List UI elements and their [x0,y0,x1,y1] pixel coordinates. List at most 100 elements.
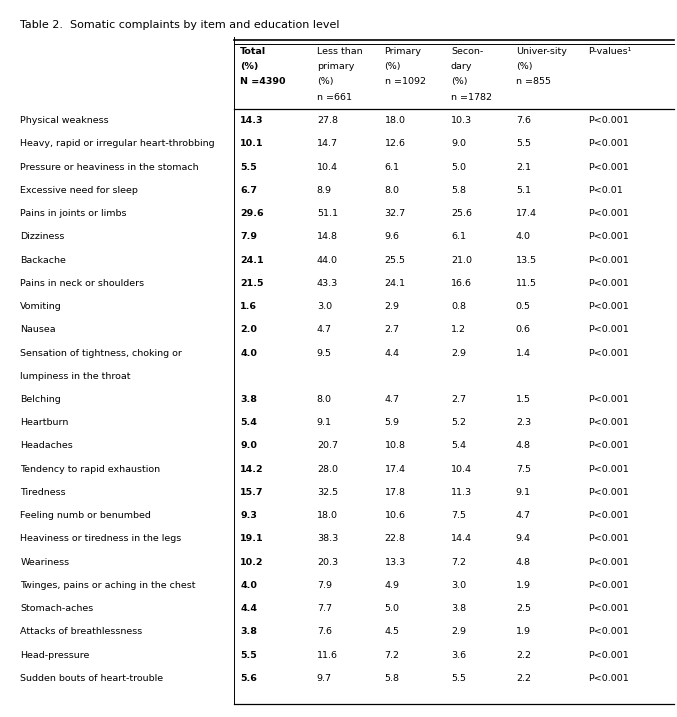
Text: 24.1: 24.1 [240,255,264,265]
Text: Feeling numb or benumbed: Feeling numb or benumbed [20,511,151,521]
Text: 9.5: 9.5 [317,348,332,358]
Text: 5.0: 5.0 [451,163,466,171]
Text: P<0.001: P<0.001 [588,534,628,543]
Text: Sensation of tightness, choking or: Sensation of tightness, choking or [20,348,182,358]
Text: P<0.001: P<0.001 [588,116,628,125]
Text: 7.5: 7.5 [516,465,531,474]
Text: 7.2: 7.2 [385,650,399,660]
Text: 9.1: 9.1 [317,418,332,427]
Text: 9.3: 9.3 [240,511,257,521]
Text: Head-pressure: Head-pressure [20,650,89,660]
Text: P<0.001: P<0.001 [588,674,628,683]
Text: Headaches: Headaches [20,442,73,450]
Text: 32.5: 32.5 [317,488,338,497]
Text: 18.0: 18.0 [317,511,338,521]
Text: 14.2: 14.2 [240,465,264,474]
Text: Primary: Primary [385,47,422,56]
Text: 11.6: 11.6 [317,650,338,660]
Text: Table 2.  Somatic complaints by item and education level: Table 2. Somatic complaints by item and … [20,20,340,30]
Text: Stomach-aches: Stomach-aches [20,604,93,613]
Text: 2.2: 2.2 [516,674,531,683]
Text: P<0.001: P<0.001 [588,302,628,311]
Text: 2.9: 2.9 [385,302,399,311]
Text: 9.6: 9.6 [385,232,399,242]
Text: Physical weakness: Physical weakness [20,116,109,125]
Text: 32.7: 32.7 [385,209,406,218]
Text: 51.1: 51.1 [317,209,338,218]
Text: dary: dary [451,62,473,71]
Text: 9.7: 9.7 [317,674,332,683]
Text: 5.2: 5.2 [451,418,466,427]
Text: (%): (%) [385,62,401,71]
Text: 1.6: 1.6 [240,302,257,311]
Text: 6.1: 6.1 [385,163,399,171]
Text: 20.7: 20.7 [317,442,338,450]
Text: 5.8: 5.8 [385,674,399,683]
Text: P<0.001: P<0.001 [588,581,628,590]
Text: 25.5: 25.5 [385,255,406,265]
Text: N =4390: N =4390 [240,77,286,87]
Text: 14.8: 14.8 [317,232,338,242]
Text: 25.6: 25.6 [451,209,472,218]
Text: Univer-sity: Univer-sity [516,47,567,56]
Text: 17.8: 17.8 [385,488,406,497]
Text: 2.7: 2.7 [451,395,466,404]
Text: Weariness: Weariness [20,558,70,566]
Text: 10.6: 10.6 [385,511,406,521]
Text: P-values¹: P-values¹ [588,47,631,56]
Text: 10.1: 10.1 [240,139,264,148]
Text: 4.7: 4.7 [317,326,332,334]
Text: n =661: n =661 [317,93,352,102]
Text: 1.5: 1.5 [516,395,531,404]
Text: 21.0: 21.0 [451,255,472,265]
Text: 11.3: 11.3 [451,488,472,497]
Text: 14.7: 14.7 [317,139,338,148]
Text: 2.5: 2.5 [516,604,531,613]
Text: P<0.001: P<0.001 [588,465,628,474]
Text: P<0.001: P<0.001 [588,209,628,218]
Text: 4.5: 4.5 [385,627,399,637]
Text: 2.7: 2.7 [385,326,399,334]
Text: 1.2: 1.2 [451,326,466,334]
Text: 16.6: 16.6 [451,279,472,288]
Text: 5.6: 5.6 [240,674,257,683]
Text: 5.9: 5.9 [385,418,399,427]
Text: Less than: Less than [317,47,362,56]
Text: 4.0: 4.0 [516,232,531,242]
Text: Pains in neck or shoulders: Pains in neck or shoulders [20,279,144,288]
Text: 3.6: 3.6 [451,650,466,660]
Text: 4.7: 4.7 [516,511,531,521]
Text: Sudden bouts of heart-trouble: Sudden bouts of heart-trouble [20,674,163,683]
Text: 7.2: 7.2 [451,558,466,566]
Text: P<0.001: P<0.001 [588,418,628,427]
Text: 12.6: 12.6 [385,139,406,148]
Text: 5.0: 5.0 [385,604,399,613]
Text: 5.1: 5.1 [516,186,531,195]
Text: 6.7: 6.7 [240,186,257,195]
Text: lumpiness in the throat: lumpiness in the throat [20,372,131,381]
Text: 0.6: 0.6 [516,326,531,334]
Text: 5.5: 5.5 [240,650,257,660]
Text: 13.3: 13.3 [385,558,406,566]
Text: Backache: Backache [20,255,66,265]
Text: P<0.001: P<0.001 [588,279,628,288]
Text: 29.6: 29.6 [240,209,264,218]
Text: 20.3: 20.3 [317,558,338,566]
Text: Belching: Belching [20,395,61,404]
Text: Dizziness: Dizziness [20,232,65,242]
Text: 5.4: 5.4 [451,442,466,450]
Text: 5.8: 5.8 [451,186,466,195]
Text: P<0.001: P<0.001 [588,650,628,660]
Text: 4.8: 4.8 [516,442,531,450]
Text: (%): (%) [451,77,467,87]
Text: 24.1: 24.1 [385,279,406,288]
Text: 10.3: 10.3 [451,116,472,125]
Text: (%): (%) [516,62,532,71]
Text: 9.0: 9.0 [451,139,466,148]
Text: (%): (%) [317,77,333,87]
Text: 4.4: 4.4 [385,348,399,358]
Text: 5.5: 5.5 [451,674,466,683]
Text: 5.5: 5.5 [516,139,531,148]
Text: P<0.001: P<0.001 [588,255,628,265]
Text: 38.3: 38.3 [317,534,338,543]
